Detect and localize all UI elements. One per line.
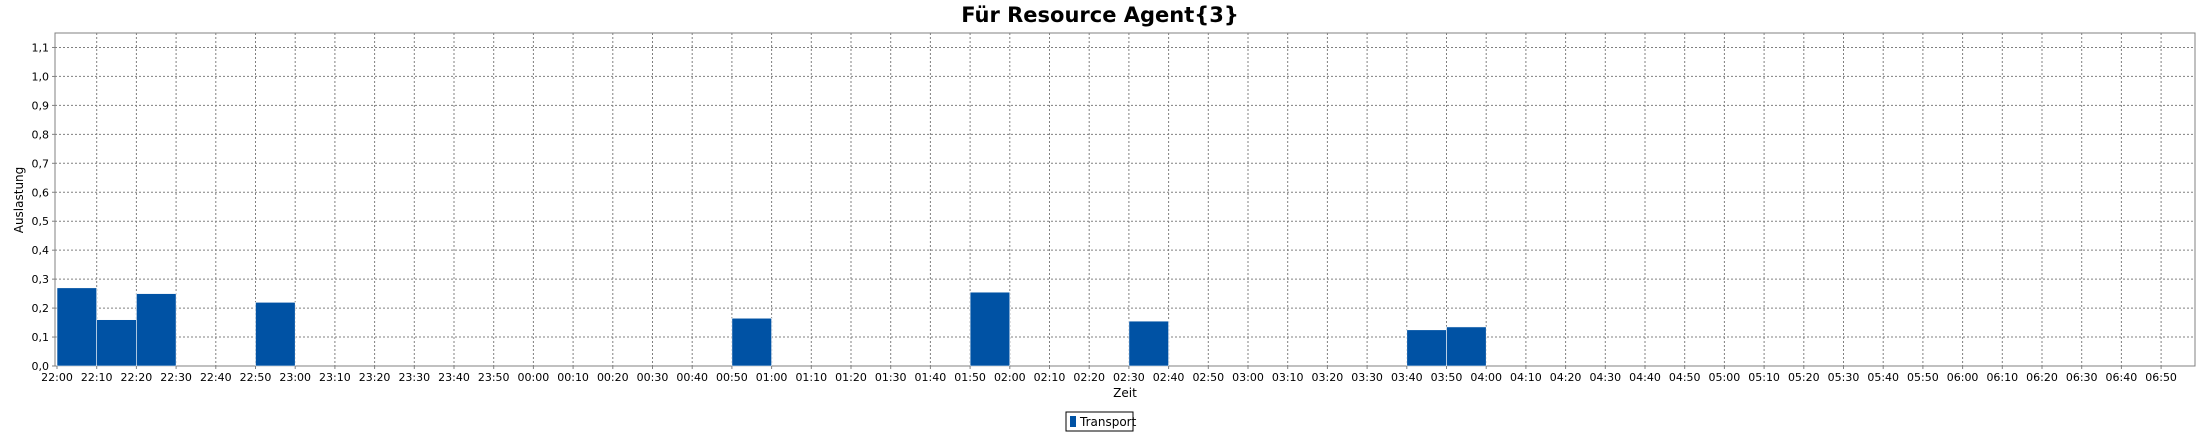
x-tick-label: 01:30 xyxy=(875,371,907,384)
x-tick-label: 23:10 xyxy=(319,371,351,384)
bar xyxy=(136,293,177,367)
x-tick-label: 22:40 xyxy=(200,371,232,384)
x-tick-label: 02:40 xyxy=(1153,371,1185,384)
bar xyxy=(1128,320,1169,367)
x-tick-label: 03:00 xyxy=(1232,371,1264,384)
chart-title: Für Resource Agent{3} xyxy=(961,3,1239,27)
x-tick-label: 06:40 xyxy=(2106,371,2138,384)
y-tick-label: 0,8 xyxy=(32,128,50,141)
bars xyxy=(56,287,1487,367)
y-axis-ticks: 0,0 0,1 0,2 0,3 0,4 0,5 0,6 0,7 0,8 0,9 1,0 1,1 xyxy=(32,41,55,373)
x-tick-label: 04:30 xyxy=(1589,371,1621,384)
bar xyxy=(731,317,772,367)
x-tick-label: 06:20 xyxy=(2026,371,2058,384)
y-tick-label: 0,3 xyxy=(32,273,50,286)
y-tick-label: 0,7 xyxy=(32,157,50,170)
x-tick-label: 00:20 xyxy=(597,371,629,384)
x-tick-label: 01:40 xyxy=(915,371,947,384)
x-tick-label: 06:50 xyxy=(2145,371,2177,384)
x-tick-label: 02:00 xyxy=(994,371,1026,384)
x-tick-label: 05:30 xyxy=(1828,371,1860,384)
x-tick-label: 23:30 xyxy=(398,371,430,384)
x-tick-label: 04:50 xyxy=(1669,371,1701,384)
x-tick-label: 00:40 xyxy=(676,371,708,384)
y-tick-label: 0,9 xyxy=(32,99,50,112)
y-tick-label: 0,4 xyxy=(32,244,50,257)
x-tick-label: 02:20 xyxy=(1073,371,1105,384)
x-tick-label: 22:50 xyxy=(240,371,272,384)
x-tick-label: 01:20 xyxy=(835,371,867,384)
x-tick-label: 06:10 xyxy=(1986,371,2018,384)
x-tick-label: 00:00 xyxy=(518,371,550,384)
bar xyxy=(255,301,296,367)
x-tick-label: 23:20 xyxy=(359,371,391,384)
x-tick-label: 04:00 xyxy=(1470,371,1502,384)
x-tick-label: 01:50 xyxy=(954,371,986,384)
y-tick-label: 0,2 xyxy=(32,302,50,315)
x-tick-label: 02:30 xyxy=(1113,371,1145,384)
legend-label: Transport xyxy=(1079,415,1137,429)
bar xyxy=(1406,329,1447,367)
x-tick-label: 06:00 xyxy=(1947,371,1979,384)
x-axis-ticks: 22:00 22:10 22:20 22:30 22:40 22:50 23:00 23:10… xyxy=(41,366,2177,384)
x-tick-label: 00:50 xyxy=(716,371,748,384)
x-axis-label: Zeit xyxy=(1113,386,1137,400)
x-tick-label: 05:50 xyxy=(1907,371,1939,384)
x-tick-label: 03:30 xyxy=(1351,371,1383,384)
x-tick-label: 01:00 xyxy=(756,371,788,384)
x-tick-label: 23:00 xyxy=(279,371,311,384)
x-tick-label: 06:30 xyxy=(2066,371,2098,384)
x-tick-label: 03:50 xyxy=(1431,371,1463,384)
x-tick-label: 22:00 xyxy=(41,371,73,384)
y-tick-label: 0,1 xyxy=(32,331,50,344)
bar xyxy=(969,291,1011,367)
x-tick-label: 00:30 xyxy=(637,371,669,384)
x-tick-label: 02:10 xyxy=(1034,371,1066,384)
bar xyxy=(1446,326,1487,367)
y-tick-label: 0,0 xyxy=(32,360,50,373)
x-tick-label: 05:00 xyxy=(1709,371,1741,384)
x-tick-label: 01:10 xyxy=(795,371,827,384)
x-tick-label: 04:10 xyxy=(1510,371,1542,384)
grid-lines xyxy=(55,33,2195,366)
x-tick-label: 00:10 xyxy=(557,371,589,384)
y-tick-label: 1,0 xyxy=(32,70,50,83)
y-tick-label: 0,6 xyxy=(32,186,50,199)
x-tick-label: 05:10 xyxy=(1748,371,1780,384)
x-tick-label: 22:10 xyxy=(81,371,113,384)
x-tick-label: 23:40 xyxy=(438,371,470,384)
plot-area xyxy=(54,32,2196,367)
x-tick-label: 05:40 xyxy=(1867,371,1899,384)
x-tick-label: 22:30 xyxy=(160,371,192,384)
legend: Transport xyxy=(1065,411,1137,432)
y-tick-label: 0,5 xyxy=(32,215,50,228)
x-tick-label: 03:40 xyxy=(1391,371,1423,384)
y-tick-label: 1,1 xyxy=(32,41,50,54)
legend-swatch xyxy=(1070,416,1076,427)
x-tick-label: 04:40 xyxy=(1629,371,1661,384)
x-tick-label: 23:50 xyxy=(478,371,510,384)
x-tick-label: 04:20 xyxy=(1550,371,1582,384)
x-tick-label: 03:20 xyxy=(1312,371,1344,384)
bar xyxy=(96,319,137,367)
bar xyxy=(56,287,98,367)
x-tick-label: 22:20 xyxy=(121,371,153,384)
x-tick-label: 02:50 xyxy=(1192,371,1224,384)
legend-box xyxy=(1065,411,1134,432)
y-axis-label: Auslastung xyxy=(12,167,26,234)
x-tick-label: 05:20 xyxy=(1788,371,1820,384)
x-tick-label: 03:10 xyxy=(1272,371,1304,384)
